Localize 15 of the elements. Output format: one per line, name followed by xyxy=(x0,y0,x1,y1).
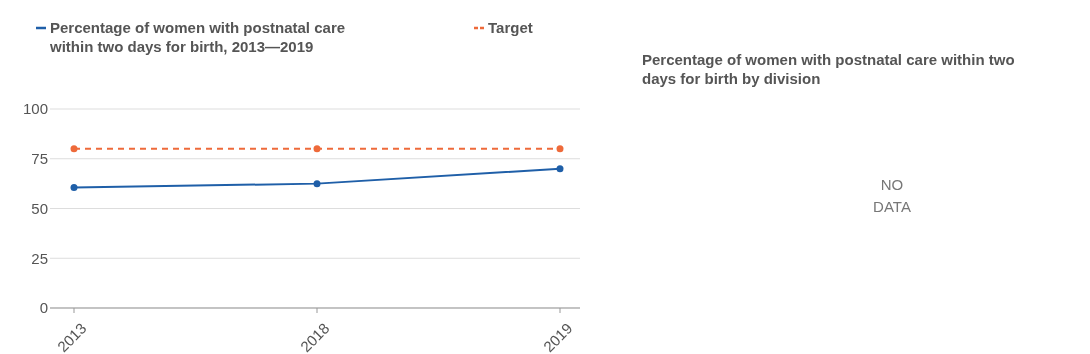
text: NO DATA xyxy=(873,176,911,215)
y-tick-label: 25 xyxy=(31,249,48,267)
text: Percentage of women with postnatal care within two days for birth by division xyxy=(642,51,1015,87)
point xyxy=(556,165,564,173)
point xyxy=(313,180,321,188)
point xyxy=(313,145,321,153)
point xyxy=(70,145,78,153)
y-tick-label: 100 xyxy=(22,100,48,118)
point xyxy=(70,184,78,192)
legend-label: Target xyxy=(488,19,533,36)
y-tick-label: 75 xyxy=(31,150,48,167)
y-tick-label: 50 xyxy=(31,199,48,217)
point xyxy=(556,145,564,153)
y-tick-label: 0 xyxy=(39,299,48,317)
legend-label: Percentage of women with postnatal care within two days for birth, 2013—2019 xyxy=(49,19,346,55)
